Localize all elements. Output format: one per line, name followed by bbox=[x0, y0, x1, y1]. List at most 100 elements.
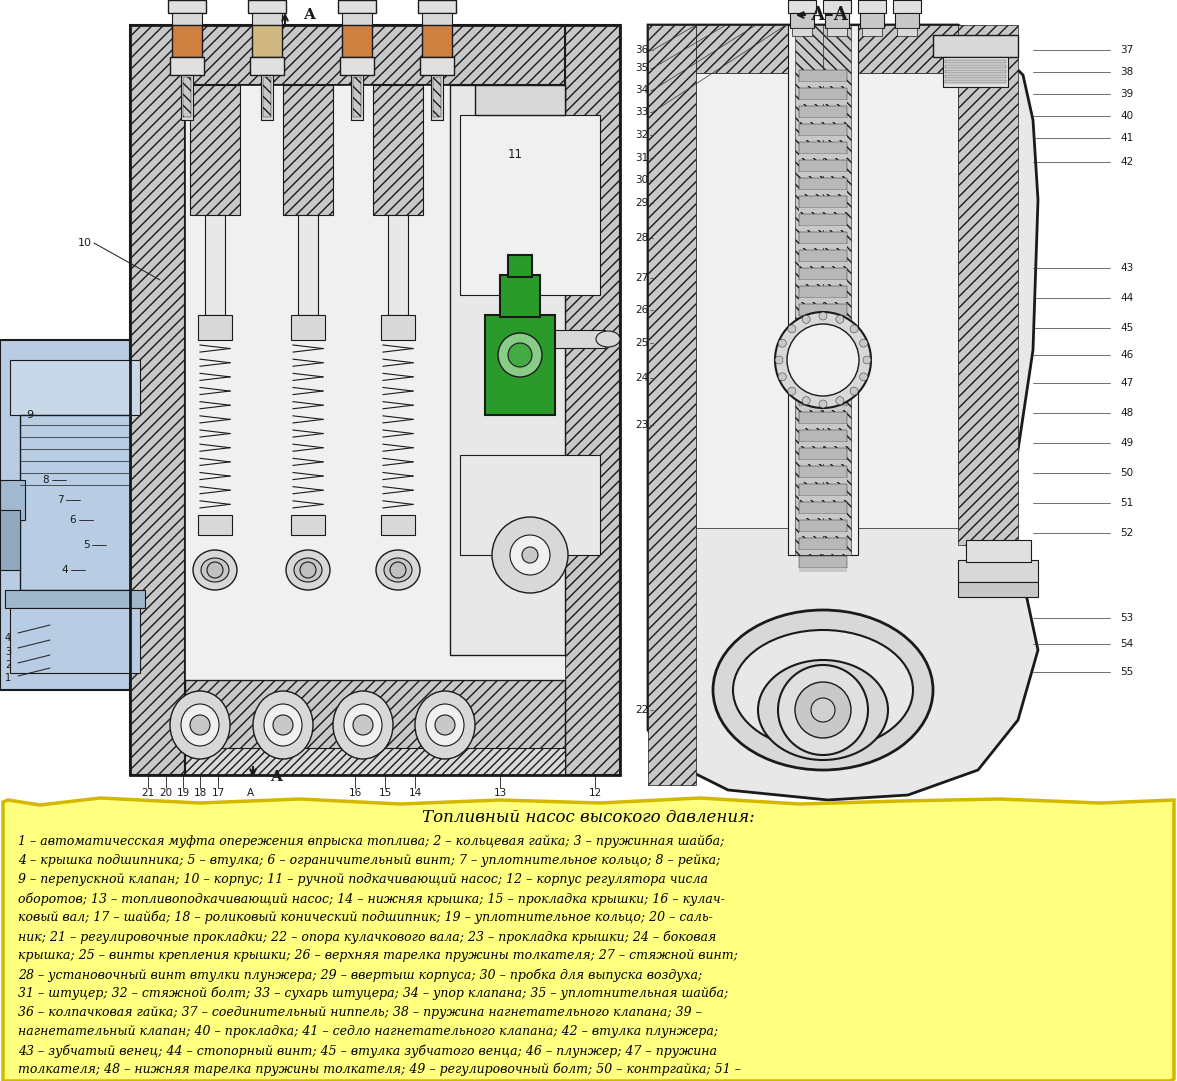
Circle shape bbox=[207, 562, 222, 578]
Bar bbox=[20, 415, 129, 590]
Bar bbox=[799, 484, 847, 496]
Bar bbox=[556, 330, 605, 348]
Bar bbox=[485, 315, 556, 415]
Bar bbox=[476, 85, 565, 115]
Text: 34: 34 bbox=[634, 85, 649, 95]
Bar bbox=[799, 244, 847, 248]
Text: 36 – колпачковая гайка; 37 – соединительный ниппель; 38 – пружина нагнетательног: 36 – колпачковая гайка; 37 – соединитель… bbox=[18, 1006, 701, 1019]
Text: 44: 44 bbox=[1121, 293, 1133, 303]
Ellipse shape bbox=[426, 704, 464, 746]
Bar bbox=[858, 0, 886, 13]
Text: A: A bbox=[302, 8, 315, 22]
Circle shape bbox=[492, 517, 568, 593]
Text: 17: 17 bbox=[212, 788, 225, 798]
Bar bbox=[799, 341, 847, 352]
Ellipse shape bbox=[201, 558, 230, 582]
Bar bbox=[897, 28, 917, 36]
Bar bbox=[943, 57, 1008, 86]
Text: 13: 13 bbox=[493, 788, 506, 798]
Bar bbox=[0, 480, 25, 520]
Ellipse shape bbox=[344, 704, 383, 746]
Bar bbox=[649, 25, 696, 785]
Text: 15: 15 bbox=[378, 788, 392, 798]
Bar bbox=[420, 57, 454, 75]
Bar bbox=[799, 406, 847, 410]
Bar bbox=[799, 316, 847, 320]
Circle shape bbox=[836, 397, 844, 404]
Text: 23: 23 bbox=[634, 421, 649, 430]
Ellipse shape bbox=[193, 550, 237, 590]
Bar bbox=[799, 304, 847, 316]
Bar bbox=[799, 70, 847, 82]
Text: 10: 10 bbox=[78, 238, 92, 248]
Polygon shape bbox=[0, 341, 155, 690]
Text: 16: 16 bbox=[348, 788, 361, 798]
Text: 49: 49 bbox=[1121, 438, 1133, 448]
Ellipse shape bbox=[333, 691, 393, 759]
Bar bbox=[862, 28, 882, 36]
Bar bbox=[823, 25, 851, 555]
Bar bbox=[343, 25, 372, 57]
Bar bbox=[945, 80, 1006, 83]
Bar bbox=[945, 75, 1006, 78]
Bar bbox=[799, 118, 847, 122]
Text: 39: 39 bbox=[1121, 89, 1133, 99]
Bar bbox=[198, 515, 232, 535]
Text: 27: 27 bbox=[634, 273, 649, 283]
Circle shape bbox=[787, 324, 859, 396]
Bar bbox=[291, 315, 325, 341]
Text: 46: 46 bbox=[1121, 350, 1133, 360]
Bar bbox=[799, 442, 847, 446]
Text: 24: 24 bbox=[634, 373, 649, 383]
Bar bbox=[9, 608, 140, 673]
Bar bbox=[799, 286, 847, 298]
Circle shape bbox=[300, 562, 315, 578]
Bar bbox=[799, 532, 847, 536]
Bar bbox=[205, 215, 225, 315]
Circle shape bbox=[859, 373, 867, 381]
Bar bbox=[261, 75, 273, 120]
Ellipse shape bbox=[713, 610, 933, 770]
Text: толкателя; 48 – нижняя тарелка пружины толкателя; 49 – регулировочный болт; 50 –: толкателя; 48 – нижняя тарелка пружины т… bbox=[18, 1063, 742, 1077]
Bar bbox=[860, 13, 884, 28]
Bar bbox=[825, 13, 849, 28]
Bar bbox=[181, 75, 193, 120]
Bar bbox=[799, 358, 847, 370]
Bar bbox=[790, 13, 814, 28]
Ellipse shape bbox=[384, 558, 412, 582]
Bar bbox=[129, 25, 620, 775]
Bar bbox=[799, 448, 847, 461]
Bar bbox=[799, 82, 847, 86]
Bar bbox=[933, 35, 1018, 57]
Text: 3: 3 bbox=[5, 648, 11, 657]
Text: 32: 32 bbox=[634, 130, 649, 141]
Text: 11: 11 bbox=[507, 148, 523, 161]
Bar bbox=[298, 215, 318, 315]
Bar bbox=[966, 540, 1031, 562]
Circle shape bbox=[498, 333, 541, 377]
Text: 38: 38 bbox=[1121, 67, 1133, 77]
Text: 45: 45 bbox=[1121, 323, 1133, 333]
Text: 29: 29 bbox=[634, 198, 649, 208]
Bar bbox=[172, 13, 202, 25]
Bar bbox=[799, 208, 847, 212]
Circle shape bbox=[819, 400, 827, 408]
Text: 50: 50 bbox=[1121, 468, 1133, 478]
Bar bbox=[252, 25, 282, 57]
Bar bbox=[799, 142, 847, 154]
Text: 26: 26 bbox=[634, 305, 649, 315]
Text: 1 – автоматичесская муфта опережения впрыска топлива; 2 – кольцевая гайка; 3 – п: 1 – автоматичесская муфта опережения впр… bbox=[18, 835, 724, 849]
Text: 33: 33 bbox=[634, 107, 649, 117]
Text: 41: 41 bbox=[1121, 133, 1133, 143]
Text: 7: 7 bbox=[56, 495, 64, 505]
Circle shape bbox=[774, 356, 783, 364]
Bar bbox=[433, 77, 441, 117]
Bar bbox=[945, 70, 1006, 74]
Text: ник; 21 – регулировочные прокладки; 22 – опора кулачкового вала; 23 – прокладка : ник; 21 – регулировочные прокладки; 22 –… bbox=[18, 930, 717, 944]
Bar bbox=[787, 0, 816, 13]
Text: ковый вал; 17 – шайба; 18 – роликовый конический подшипник; 19 – уплотнительное : ковый вал; 17 – шайба; 18 – роликовый ко… bbox=[18, 911, 713, 924]
Bar bbox=[792, 28, 812, 36]
Bar bbox=[787, 25, 858, 555]
Bar bbox=[353, 77, 361, 117]
Text: оборотов; 13 – топливоподкачивающий насос; 14 – нижняя крышка; 15 – прокладка кр: оборотов; 13 – топливоподкачивающий насо… bbox=[18, 892, 725, 906]
